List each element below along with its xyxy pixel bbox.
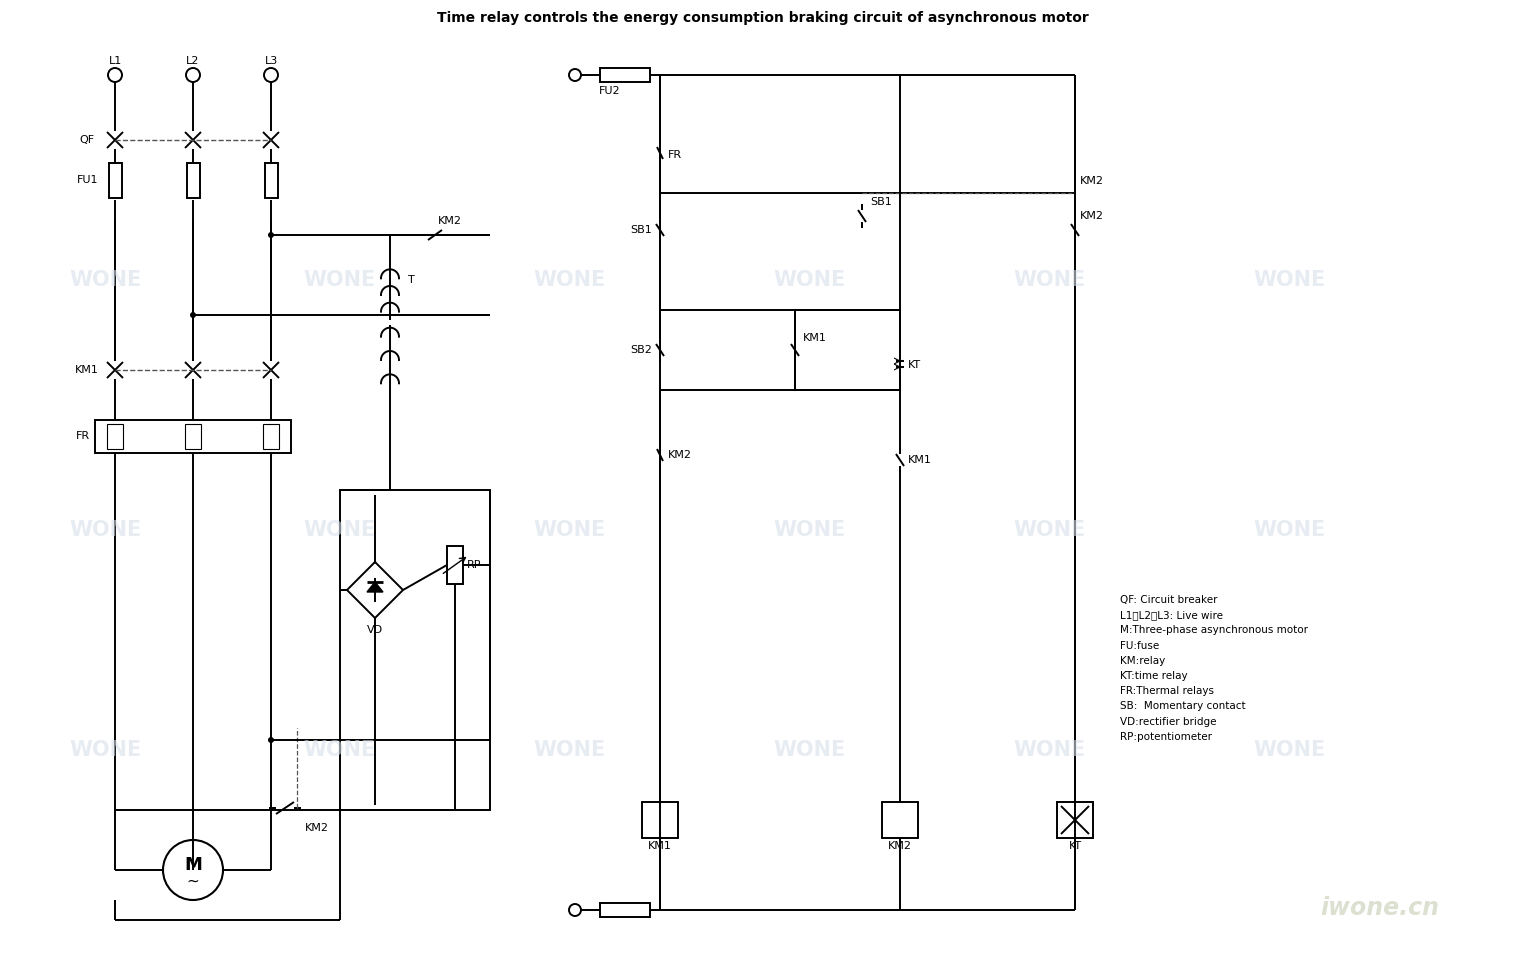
Text: WONE: WONE (1254, 270, 1326, 290)
Text: KT: KT (908, 360, 922, 370)
Text: WONE: WONE (1254, 740, 1326, 760)
Bar (188, 163, 200, 198)
Bar (262, 424, 279, 449)
Text: FU2: FU2 (600, 86, 621, 96)
Bar (185, 424, 201, 449)
Bar (95, 420, 291, 453)
Text: SB1: SB1 (630, 225, 652, 235)
Text: L1: L1 (108, 56, 122, 66)
Text: ~: ~ (186, 873, 200, 889)
Text: WONE: WONE (304, 520, 375, 540)
Text: KM2: KM2 (305, 823, 330, 833)
Text: KT: KT (1068, 841, 1082, 851)
Text: QF: Circuit breaker
L1、L2、L3: Live wire
M:Three-phase asynchronous motor
FU:fuse: QF: Circuit breaker L1、L2、L3: Live wire … (1120, 595, 1308, 741)
Text: WONE: WONE (69, 270, 140, 290)
Text: QF: QF (79, 135, 95, 145)
Text: KM2: KM2 (1080, 211, 1103, 221)
Text: WONE: WONE (1013, 270, 1087, 290)
Text: WONE: WONE (1254, 520, 1326, 540)
Circle shape (569, 904, 581, 916)
Text: L2: L2 (186, 56, 200, 66)
Bar (266, 163, 278, 198)
Text: FR: FR (668, 150, 682, 160)
Bar (107, 424, 124, 449)
Text: KM1: KM1 (908, 455, 932, 465)
Bar (600, 68, 650, 82)
Text: KM2: KM2 (438, 216, 462, 226)
Bar (108, 163, 122, 198)
Circle shape (269, 232, 275, 238)
Bar (882, 802, 919, 838)
Bar (642, 802, 678, 838)
Text: M: M (185, 856, 201, 874)
Text: Time relay controls the energy consumption braking circuit of asynchronous motor: Time relay controls the energy consumpti… (436, 11, 1090, 25)
Text: WONE: WONE (304, 270, 375, 290)
Text: WONE: WONE (534, 740, 606, 760)
Text: KM1: KM1 (75, 365, 99, 375)
Text: L3: L3 (264, 56, 278, 66)
Text: WONE: WONE (304, 740, 375, 760)
Text: WONE: WONE (774, 740, 845, 760)
Polygon shape (366, 582, 383, 592)
Circle shape (186, 68, 200, 82)
Text: WONE: WONE (534, 520, 606, 540)
Circle shape (108, 68, 122, 82)
Circle shape (264, 68, 278, 82)
Text: KM2: KM2 (668, 450, 691, 460)
Text: KM2: KM2 (888, 841, 913, 851)
Text: WONE: WONE (69, 520, 140, 540)
Circle shape (269, 737, 275, 743)
Bar (795, 310, 900, 390)
Text: WONE: WONE (69, 740, 140, 760)
Text: WONE: WONE (534, 270, 606, 290)
Bar (447, 546, 462, 584)
Text: WONE: WONE (1013, 520, 1087, 540)
Bar (1058, 802, 1093, 838)
Circle shape (569, 69, 581, 81)
Text: VD: VD (366, 625, 383, 635)
Text: KM1: KM1 (649, 841, 671, 851)
Circle shape (191, 312, 195, 318)
Bar (340, 490, 490, 810)
Text: WONE: WONE (1013, 740, 1087, 760)
Text: FU1: FU1 (76, 175, 99, 185)
Text: WONE: WONE (774, 520, 845, 540)
Text: WONE: WONE (774, 270, 845, 290)
Text: KM2: KM2 (1080, 176, 1103, 186)
Text: iwone.cn: iwone.cn (1320, 896, 1439, 920)
Bar (600, 903, 650, 917)
Text: KM1: KM1 (803, 333, 827, 343)
Text: RP: RP (467, 560, 482, 570)
Text: FR: FR (76, 431, 90, 441)
Circle shape (163, 840, 223, 900)
Text: SB1: SB1 (870, 197, 891, 207)
Text: T: T (407, 275, 415, 285)
Text: SB2: SB2 (630, 345, 652, 355)
